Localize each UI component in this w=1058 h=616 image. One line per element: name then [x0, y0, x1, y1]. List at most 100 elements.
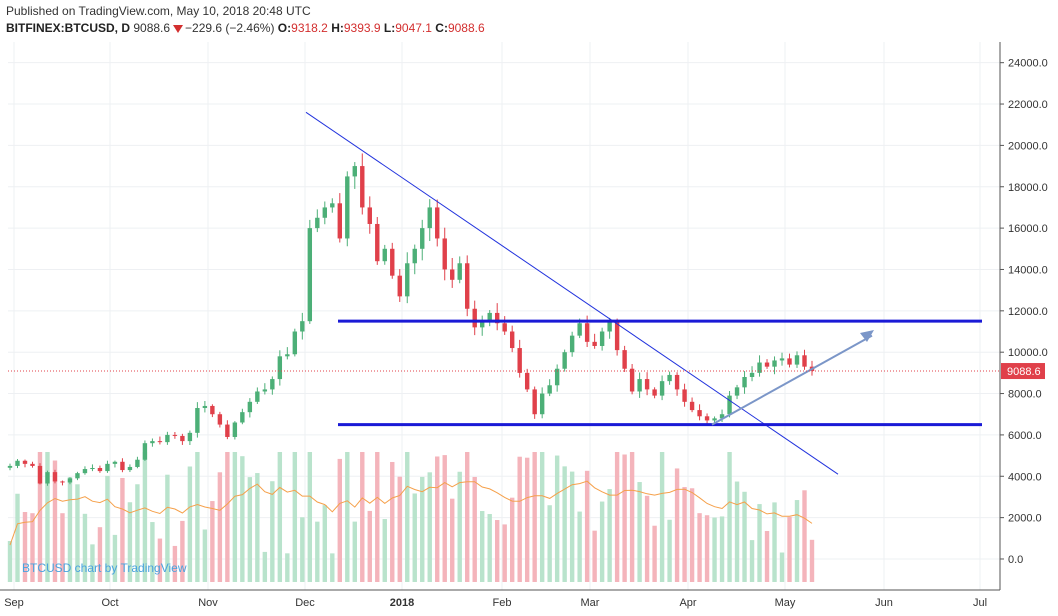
volume-bar — [270, 481, 275, 582]
volume-bar — [382, 519, 387, 582]
candle-body — [315, 217, 320, 229]
volume-bar — [502, 524, 507, 582]
candle-body — [524, 372, 530, 390]
candle-body — [435, 207, 440, 239]
symbol-name: BITFINEX:BTCUSD, D — [6, 21, 130, 35]
candle-body — [652, 389, 657, 396]
candle-body — [712, 418, 717, 421]
candle-body — [165, 434, 170, 443]
chart-axes: 24000.0 22000.0 20000.0 18000.0 16000.0 14000… — [0, 42, 1048, 609]
volume-bar — [465, 452, 470, 582]
candlestick-series — [7, 153, 815, 486]
volume-bar — [405, 452, 410, 582]
open-label: O: — [277, 21, 292, 35]
y-tick-label: 20000.0 — [1008, 140, 1048, 152]
volume-bar — [15, 493, 20, 582]
chart-grid — [8, 42, 1000, 590]
volume-bar — [667, 519, 672, 582]
candle-body — [420, 228, 425, 249]
candle-body — [779, 358, 785, 361]
candle-body — [390, 248, 395, 276]
descending-trendline — [305, 111, 839, 475]
volume-bar — [764, 530, 770, 582]
candle-body — [480, 321, 485, 328]
candle-body — [45, 472, 50, 484]
candle-body — [502, 323, 507, 332]
volume-bar — [240, 456, 245, 582]
candle-body — [60, 481, 65, 483]
volume-bar — [337, 458, 342, 582]
candle-body — [532, 389, 537, 415]
candle-body — [442, 238, 447, 270]
x-tick-label: Jul — [973, 597, 987, 609]
low-value: 9047.1 — [395, 21, 432, 35]
volume-bar — [142, 452, 148, 582]
volume-bar — [330, 553, 335, 582]
down-arrow-icon — [173, 24, 184, 33]
x-tick-label: Oct — [101, 597, 118, 609]
volume-bar — [322, 505, 328, 582]
volume-bar — [135, 484, 140, 582]
candle-body — [135, 459, 140, 467]
tradingview-watermark[interactable]: BTCUSD chart by TradingView — [22, 561, 187, 575]
candle-body — [322, 207, 328, 218]
volume-bar — [300, 517, 305, 582]
candle-body — [509, 331, 515, 349]
candle-body — [150, 441, 155, 444]
volume-bar — [45, 452, 50, 582]
volume-bar — [554, 455, 560, 582]
volume-bar — [779, 552, 785, 582]
y-tick-label: 2000.0 — [1008, 513, 1042, 525]
volume-bar — [60, 513, 65, 582]
candle-body — [494, 312, 500, 324]
volume-bar — [697, 513, 702, 582]
candle-body — [37, 465, 43, 484]
candle-body — [584, 323, 590, 342]
volume-bar — [487, 514, 492, 582]
volume-bar — [360, 452, 365, 582]
candle-body — [277, 356, 283, 380]
volume-bar — [232, 452, 238, 582]
volume-bar — [105, 475, 110, 582]
candle-body — [300, 321, 305, 332]
candle-body — [367, 207, 372, 224]
candle-body — [787, 358, 792, 365]
volume-bar — [794, 500, 800, 582]
candle-body — [30, 463, 35, 466]
volume-bar — [352, 521, 357, 582]
y-tick-label: 0.0 — [1008, 554, 1023, 566]
candle-body — [577, 323, 582, 336]
volume-bar — [187, 466, 193, 582]
volume-bar — [562, 466, 567, 582]
x-tick-label: Feb — [493, 597, 512, 609]
candle-body — [345, 176, 350, 239]
volume-bar — [97, 527, 103, 582]
published-note: Published on TradingView.com, May 10, 20… — [6, 4, 311, 18]
candle-body — [637, 379, 642, 392]
y-tick-label: 18000.0 — [1008, 182, 1048, 194]
volume-bar — [614, 452, 620, 582]
candle-body — [517, 348, 522, 373]
change-value: −229.6 (−2.46%) — [185, 21, 275, 35]
volume-bar — [532, 452, 537, 582]
candle-body — [667, 374, 672, 382]
volume-bar — [592, 530, 597, 582]
candle-body — [202, 405, 208, 409]
volume-bar — [757, 504, 762, 582]
candle-body — [22, 460, 28, 464]
volume-bar — [157, 538, 163, 582]
volume-bar — [607, 489, 612, 582]
candle-body — [592, 341, 597, 346]
candle-body — [614, 321, 620, 351]
candle-body — [764, 362, 770, 367]
candle-body — [127, 466, 133, 471]
high-value: 9393.9 — [343, 21, 381, 35]
volume-bar — [165, 474, 170, 582]
close-label: C: — [435, 21, 448, 35]
candle-body — [75, 473, 80, 479]
candle-body — [97, 467, 103, 472]
volume-bar — [292, 452, 298, 582]
volume-bar — [644, 495, 650, 582]
candle-body — [629, 368, 635, 392]
